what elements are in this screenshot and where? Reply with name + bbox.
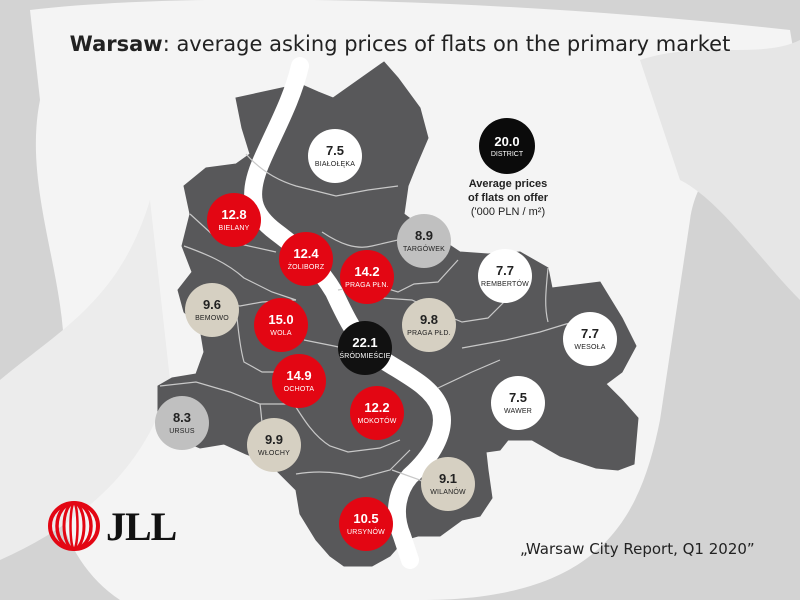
legend-line-2: of flats on offer <box>467 192 549 204</box>
district-value: 8.3 <box>172 410 192 425</box>
district-name: MOKOTÓW <box>357 418 397 425</box>
legend-sample-circle: 20.0 DISTRICT <box>479 118 535 174</box>
district-name: URSYNÓW <box>347 529 385 536</box>
district-value: 14.9 <box>286 368 312 383</box>
district-ochota: 14.9 OCHOTA <box>272 354 326 408</box>
district-bielany: 12.8 BIELANY <box>207 193 261 247</box>
district-wilanow: 9.1 WILANÓW <box>421 457 475 511</box>
district-name: WAWER <box>503 408 533 415</box>
district-name: ŻOLIBORZ <box>287 264 325 271</box>
district-ursus: 8.3 URSUS <box>155 396 209 450</box>
district-value: 10.5 <box>353 511 379 526</box>
district-wlochy: 9.9 WŁOCHY <box>247 418 301 472</box>
legend-sample-value: 20.0 <box>494 134 520 149</box>
district-value: 9.9 <box>264 432 284 447</box>
district-wawer: 7.5 WAWER <box>491 376 545 430</box>
district-zoliborz: 12.4 ŻOLIBORZ <box>279 232 333 286</box>
district-value: 7.5 <box>508 390 528 405</box>
district-bialoleka: 7.5 BIAŁOŁĘKA <box>308 129 362 183</box>
district-name: ŚRÓDMIEŚCIE <box>339 353 391 360</box>
district-value: 15.0 <box>268 312 294 327</box>
district-value: 12.8 <box>221 207 247 222</box>
jll-logo: JLL <box>48 500 177 552</box>
district-name: PRAGA PŁN. <box>345 282 389 289</box>
jll-swirl-icon <box>48 501 100 551</box>
district-value: 8.9 <box>414 228 434 243</box>
legend-sample-label: DISTRICT <box>490 151 524 158</box>
legend-line-3: ('000 PLN / m²) <box>470 206 546 218</box>
district-name: WŁOCHY <box>258 450 290 457</box>
district-value: 22.1 <box>352 335 378 350</box>
district-mokotow: 12.2 MOKOTÓW <box>350 386 404 440</box>
district-value: 12.4 <box>293 246 319 261</box>
district-praga-pln: 14.2 PRAGA PŁN. <box>340 250 394 304</box>
district-value: 9.1 <box>438 471 458 486</box>
district-name: WESOŁA <box>574 344 606 351</box>
source-note: „Warsaw City Report, Q1 2020” <box>520 540 755 558</box>
district-value: 7.7 <box>580 326 600 341</box>
district-value: 12.2 <box>364 400 390 415</box>
district-name: BIELANY <box>218 225 250 232</box>
district-value: 7.7 <box>495 263 515 278</box>
title-city: Warsaw <box>69 32 163 56</box>
district-value: 7.5 <box>325 143 345 158</box>
district-name: PRAGA PŁD. <box>407 330 451 337</box>
district-value: 14.2 <box>354 264 380 279</box>
district-value: 9.8 <box>419 312 439 327</box>
district-wesola: 7.7 WESOŁA <box>563 312 617 366</box>
title-rest: : average asking prices of flats on the … <box>162 32 731 56</box>
district-name: REMBERTÓW <box>481 281 529 288</box>
district-name: OCHOTA <box>283 386 315 393</box>
district-value: 9.6 <box>202 297 222 312</box>
district-name: TARGÓWEK <box>403 246 445 253</box>
jll-wordmark: JLL <box>106 503 177 549</box>
district-name: URSUS <box>169 428 195 435</box>
district-name: BIAŁOŁĘKA <box>314 161 356 168</box>
district-name: WOLA <box>270 330 292 337</box>
legend-line-1: Average prices <box>468 178 548 190</box>
district-name: BEMOWO <box>195 315 229 322</box>
district-praga-pld: 9.8 PRAGA PŁD. <box>402 298 456 352</box>
page-title: Warsaw: average asking prices of flats o… <box>0 32 800 56</box>
district-rembertow: 7.7 REMBERTÓW <box>478 249 532 303</box>
district-name: WILANÓW <box>430 489 466 496</box>
district-ursynow: 10.5 URSYNÓW <box>339 497 393 551</box>
district-wola: 15.0 WOLA <box>254 298 308 352</box>
district-targowek: 8.9 TARGÓWEK <box>397 214 451 268</box>
district-srodmiescie: 22.1 ŚRÓDMIEŚCIE <box>338 321 392 375</box>
legend-text: Average prices of flats on offer ('000 P… <box>452 177 564 219</box>
district-bemowo: 9.6 BEMOWO <box>185 283 239 337</box>
